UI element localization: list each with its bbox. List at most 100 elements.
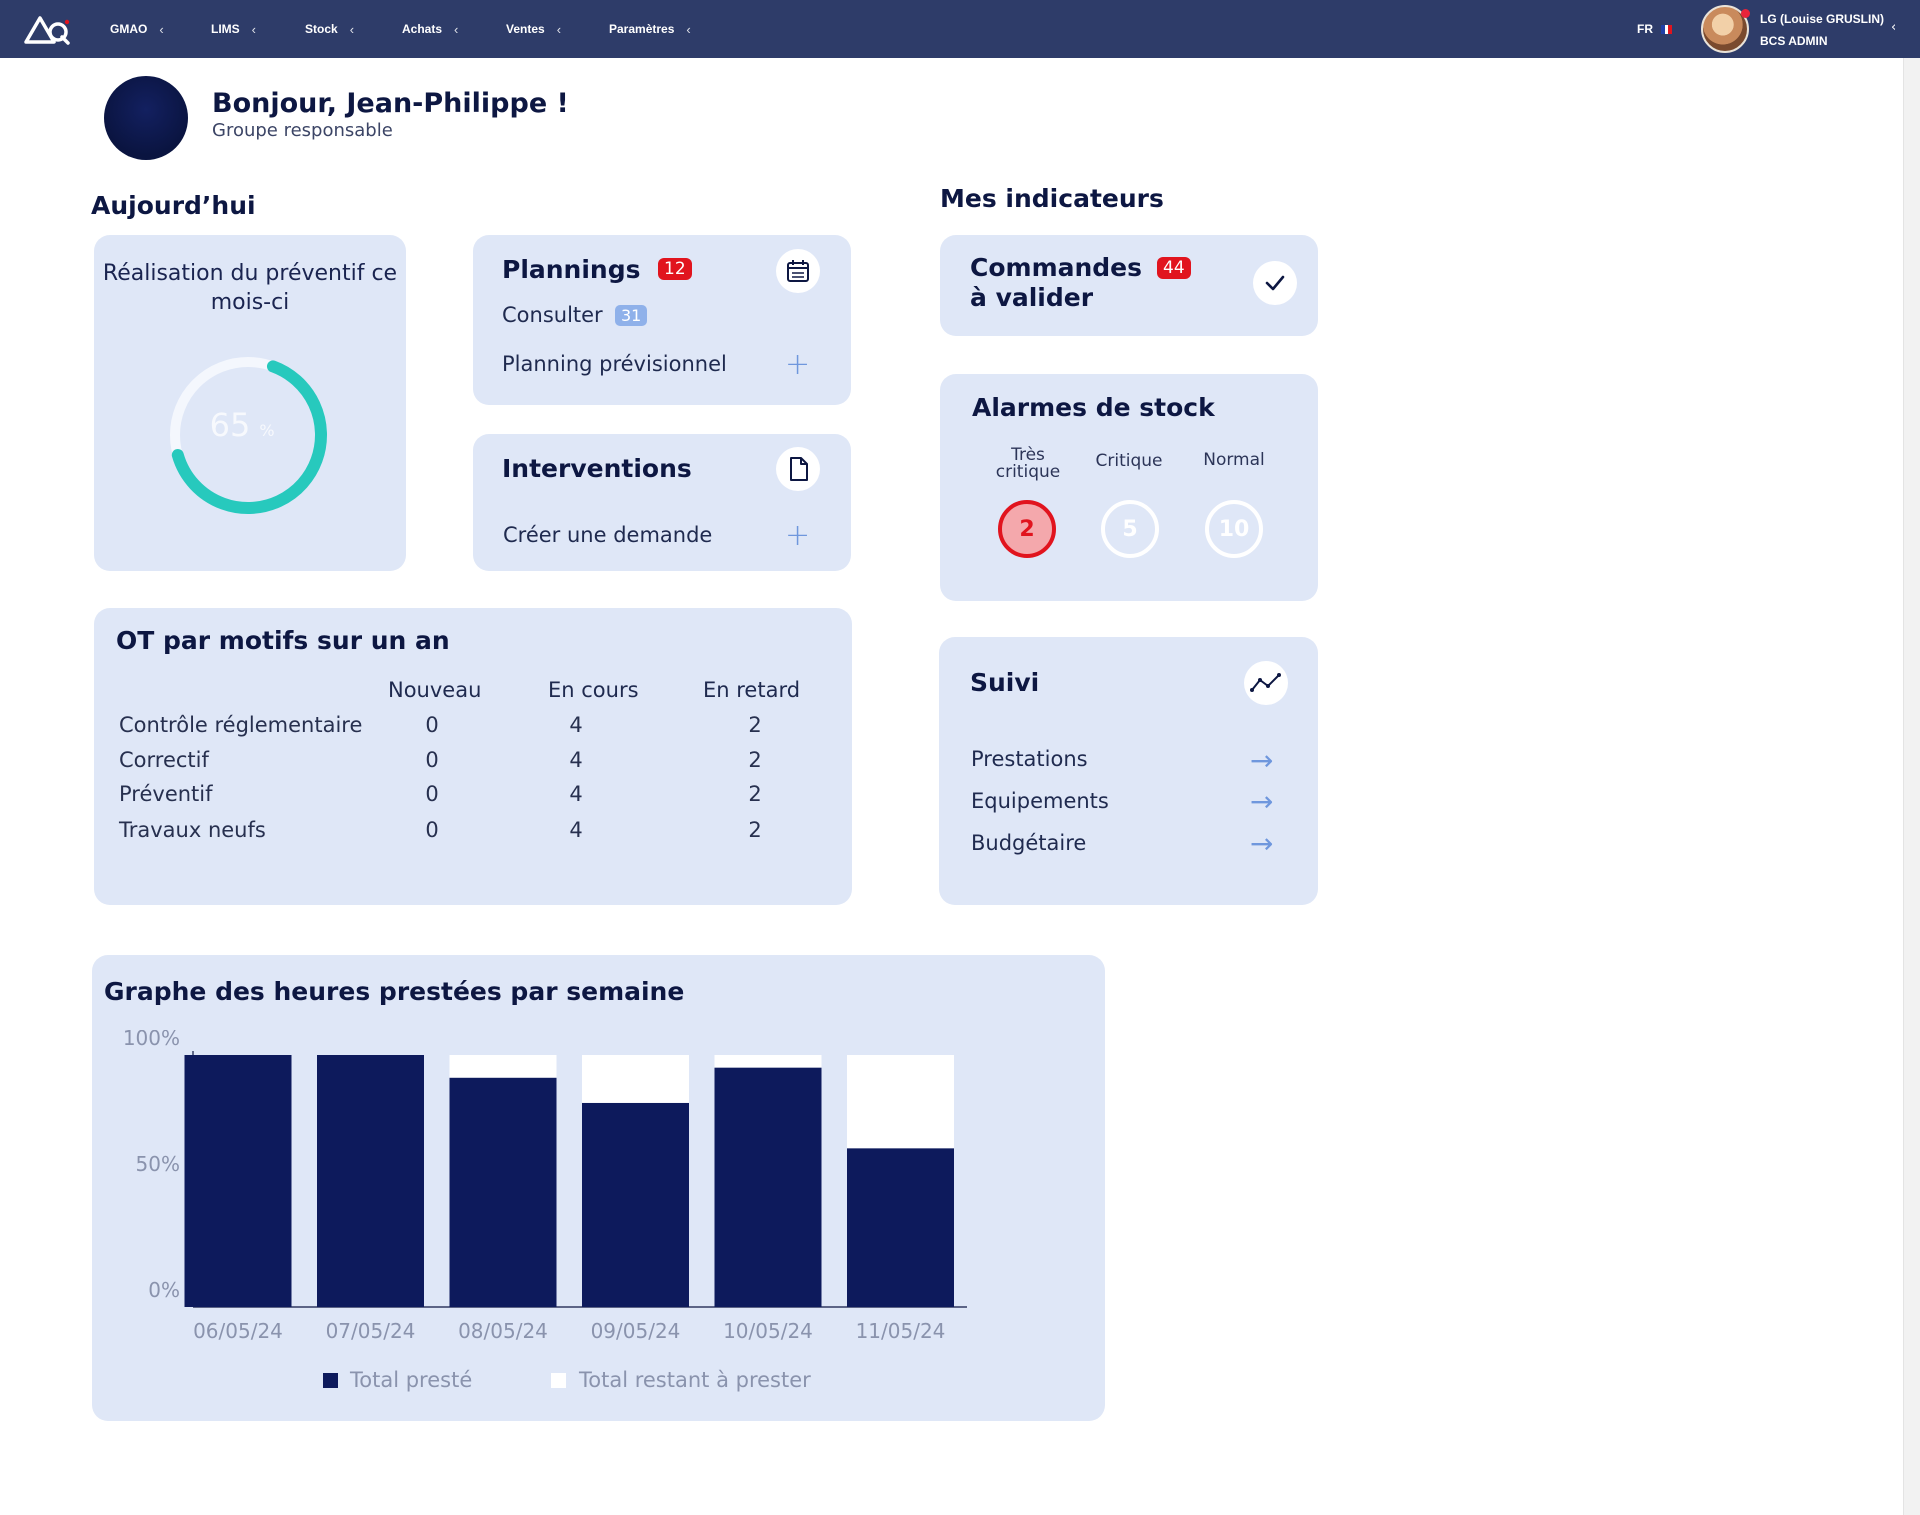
alarm-label-critical: Critique — [1095, 451, 1163, 471]
nav-parametres[interactable]: Paramètres ‹ — [609, 0, 691, 58]
ot-by-reason-card — [94, 608, 852, 905]
ot-row-label: Préventif — [119, 782, 213, 806]
arrow-right-icon[interactable]: → — [1250, 785, 1274, 818]
alarm-label-very-critical: Très critique — [995, 445, 1061, 482]
user-avatar[interactable] — [1701, 5, 1749, 53]
arrow-right-icon[interactable]: → — [1250, 744, 1274, 777]
gauge-value: 65 — [210, 406, 251, 444]
x-tick-label: 06/05/24 — [193, 1319, 283, 1343]
ot-cell: 2 — [748, 713, 762, 737]
bar-performed — [184, 1055, 292, 1307]
y-tick-label: 0% — [148, 1278, 180, 1302]
stock-alarms-title: Alarmes de stock — [972, 393, 1215, 422]
preventive-progress-gauge: 65 % — [169, 356, 327, 514]
greeting-subtitle: Groupe responsable — [212, 120, 393, 141]
nav-label: Paramètres — [609, 22, 675, 36]
very-critical-alarm-count[interactable]: 2 — [998, 500, 1056, 558]
weekly-hours-bar-chart: 0% 50% 100% 06/05/24 07/05/24 08/05/24 09/05/2… — [123, 1030, 967, 1343]
ot-cell: 2 — [748, 748, 762, 772]
validate-orders-button[interactable] — [1253, 261, 1297, 305]
forecast-planning-link[interactable]: Planning prévisionnel — [502, 352, 727, 376]
tracking-link-budgetaire[interactable]: Budgétaire — [971, 831, 1087, 855]
bar-remaining — [714, 1055, 822, 1068]
nav-gmao[interactable]: GMAO ‹ — [110, 0, 164, 58]
today-section-title: Aujourd’hui — [91, 191, 256, 220]
nav-label: GMAO — [110, 22, 148, 36]
nav-stock[interactable]: Stock ‹ — [305, 0, 354, 58]
ot-cell: 4 — [569, 782, 583, 806]
add-forecast-plus-icon[interactable]: + — [785, 347, 811, 382]
chevron-left-icon: ‹ — [686, 21, 691, 37]
legend-swatch-remaining — [551, 1373, 566, 1388]
consult-plannings-link[interactable]: Consulter — [502, 303, 603, 327]
x-tick-label: 07/05/24 — [326, 1319, 416, 1343]
gauge-unit: % — [259, 421, 274, 440]
nav-label: LIMS — [211, 22, 240, 36]
critical-alarm-count[interactable]: 5 — [1101, 500, 1159, 558]
chevron-left-icon: ‹ — [454, 21, 459, 37]
calendar-icon — [787, 260, 809, 282]
create-request-link[interactable]: Créer une demande — [503, 523, 713, 547]
ot-cell: 0 — [425, 713, 439, 737]
ot-column-header: En cours — [548, 678, 639, 702]
preventive-realisation-card — [94, 235, 406, 571]
chevron-left-icon: ‹ — [159, 21, 164, 37]
document-icon — [790, 457, 808, 481]
chart-title: Graphe des heures prestées par semaine — [104, 977, 685, 1006]
plannings-calendar-button[interactable] — [776, 249, 820, 293]
ot-cell: 0 — [425, 782, 439, 806]
bar-remaining — [449, 1055, 557, 1078]
nav-achats[interactable]: Achats ‹ — [402, 0, 458, 58]
ot-cell: 4 — [569, 748, 583, 772]
bar-remaining — [847, 1055, 954, 1149]
x-tick-label: 08/05/24 — [458, 1319, 548, 1343]
chevron-left-icon: ‹ — [251, 21, 257, 37]
user-name: LG (Louise GRUSLIN) — [1760, 12, 1884, 26]
nav-label: Achats — [402, 22, 443, 36]
normal-alarm-count[interactable]: 10 — [1205, 500, 1263, 558]
nav-label: Ventes — [506, 22, 545, 36]
tracking-link-equipements[interactable]: Equipements — [971, 789, 1109, 813]
tracking-title: Suivi — [970, 668, 1040, 697]
tracking-link-prestations[interactable]: Prestations — [971, 747, 1088, 771]
app-logo[interactable] — [24, 12, 74, 46]
ot-cell: 2 — [748, 818, 762, 842]
legend-label-performed: Total presté — [350, 1368, 473, 1392]
nav-lims[interactable]: LIMS ‹ — [211, 0, 256, 58]
bar-performed — [714, 1067, 822, 1307]
legend-label-remaining: Total restant à prester — [579, 1368, 811, 1392]
create-request-plus-icon[interactable]: + — [785, 518, 811, 553]
bar-remaining — [582, 1055, 689, 1103]
realisation-title: Réalisation du préventif ce mois-ci — [102, 261, 398, 315]
ot-cell: 4 — [569, 713, 583, 737]
page-scrollbar[interactable] — [1903, 58, 1920, 1515]
bar-performed — [449, 1077, 557, 1307]
ot-cell: 0 — [425, 748, 439, 772]
french-flag-icon — [1661, 24, 1673, 34]
ot-table-title: OT par motifs sur un an — [116, 626, 450, 655]
orders-count-badge: 44 — [1157, 257, 1191, 279]
legend-swatch-performed — [323, 1373, 338, 1388]
ot-cell: 0 — [425, 818, 439, 842]
chevron-left-icon[interactable]: ‹ — [1891, 20, 1897, 35]
y-tick-label: 100% — [123, 1030, 180, 1050]
bar-performed — [582, 1102, 689, 1307]
ot-row-label: Travaux neufs — [119, 818, 266, 842]
ot-column-header: Nouveau — [388, 678, 482, 702]
bar-performed — [317, 1055, 424, 1307]
nav-ventes[interactable]: Ventes ‹ — [506, 0, 561, 58]
orders-title-line1: Commandes — [970, 253, 1143, 282]
language-selector[interactable]: FR — [1637, 0, 1673, 58]
interventions-title: Interventions — [502, 454, 692, 483]
interventions-document-button[interactable] — [776, 447, 820, 491]
greeting-title: Bonjour, Jean-Philippe ! — [212, 88, 569, 119]
language-code: FR — [1637, 22, 1653, 36]
ot-row-label: Correctif — [119, 748, 209, 772]
alarm-label-normal: Normal — [1203, 450, 1265, 470]
x-tick-label: 09/05/24 — [591, 1319, 681, 1343]
plannings-count-badge: 12 — [658, 258, 692, 280]
profile-avatar — [104, 76, 188, 160]
tracking-chart-button[interactable] — [1244, 661, 1288, 705]
arrow-right-icon[interactable]: → — [1250, 827, 1274, 860]
check-icon — [1265, 275, 1285, 291]
